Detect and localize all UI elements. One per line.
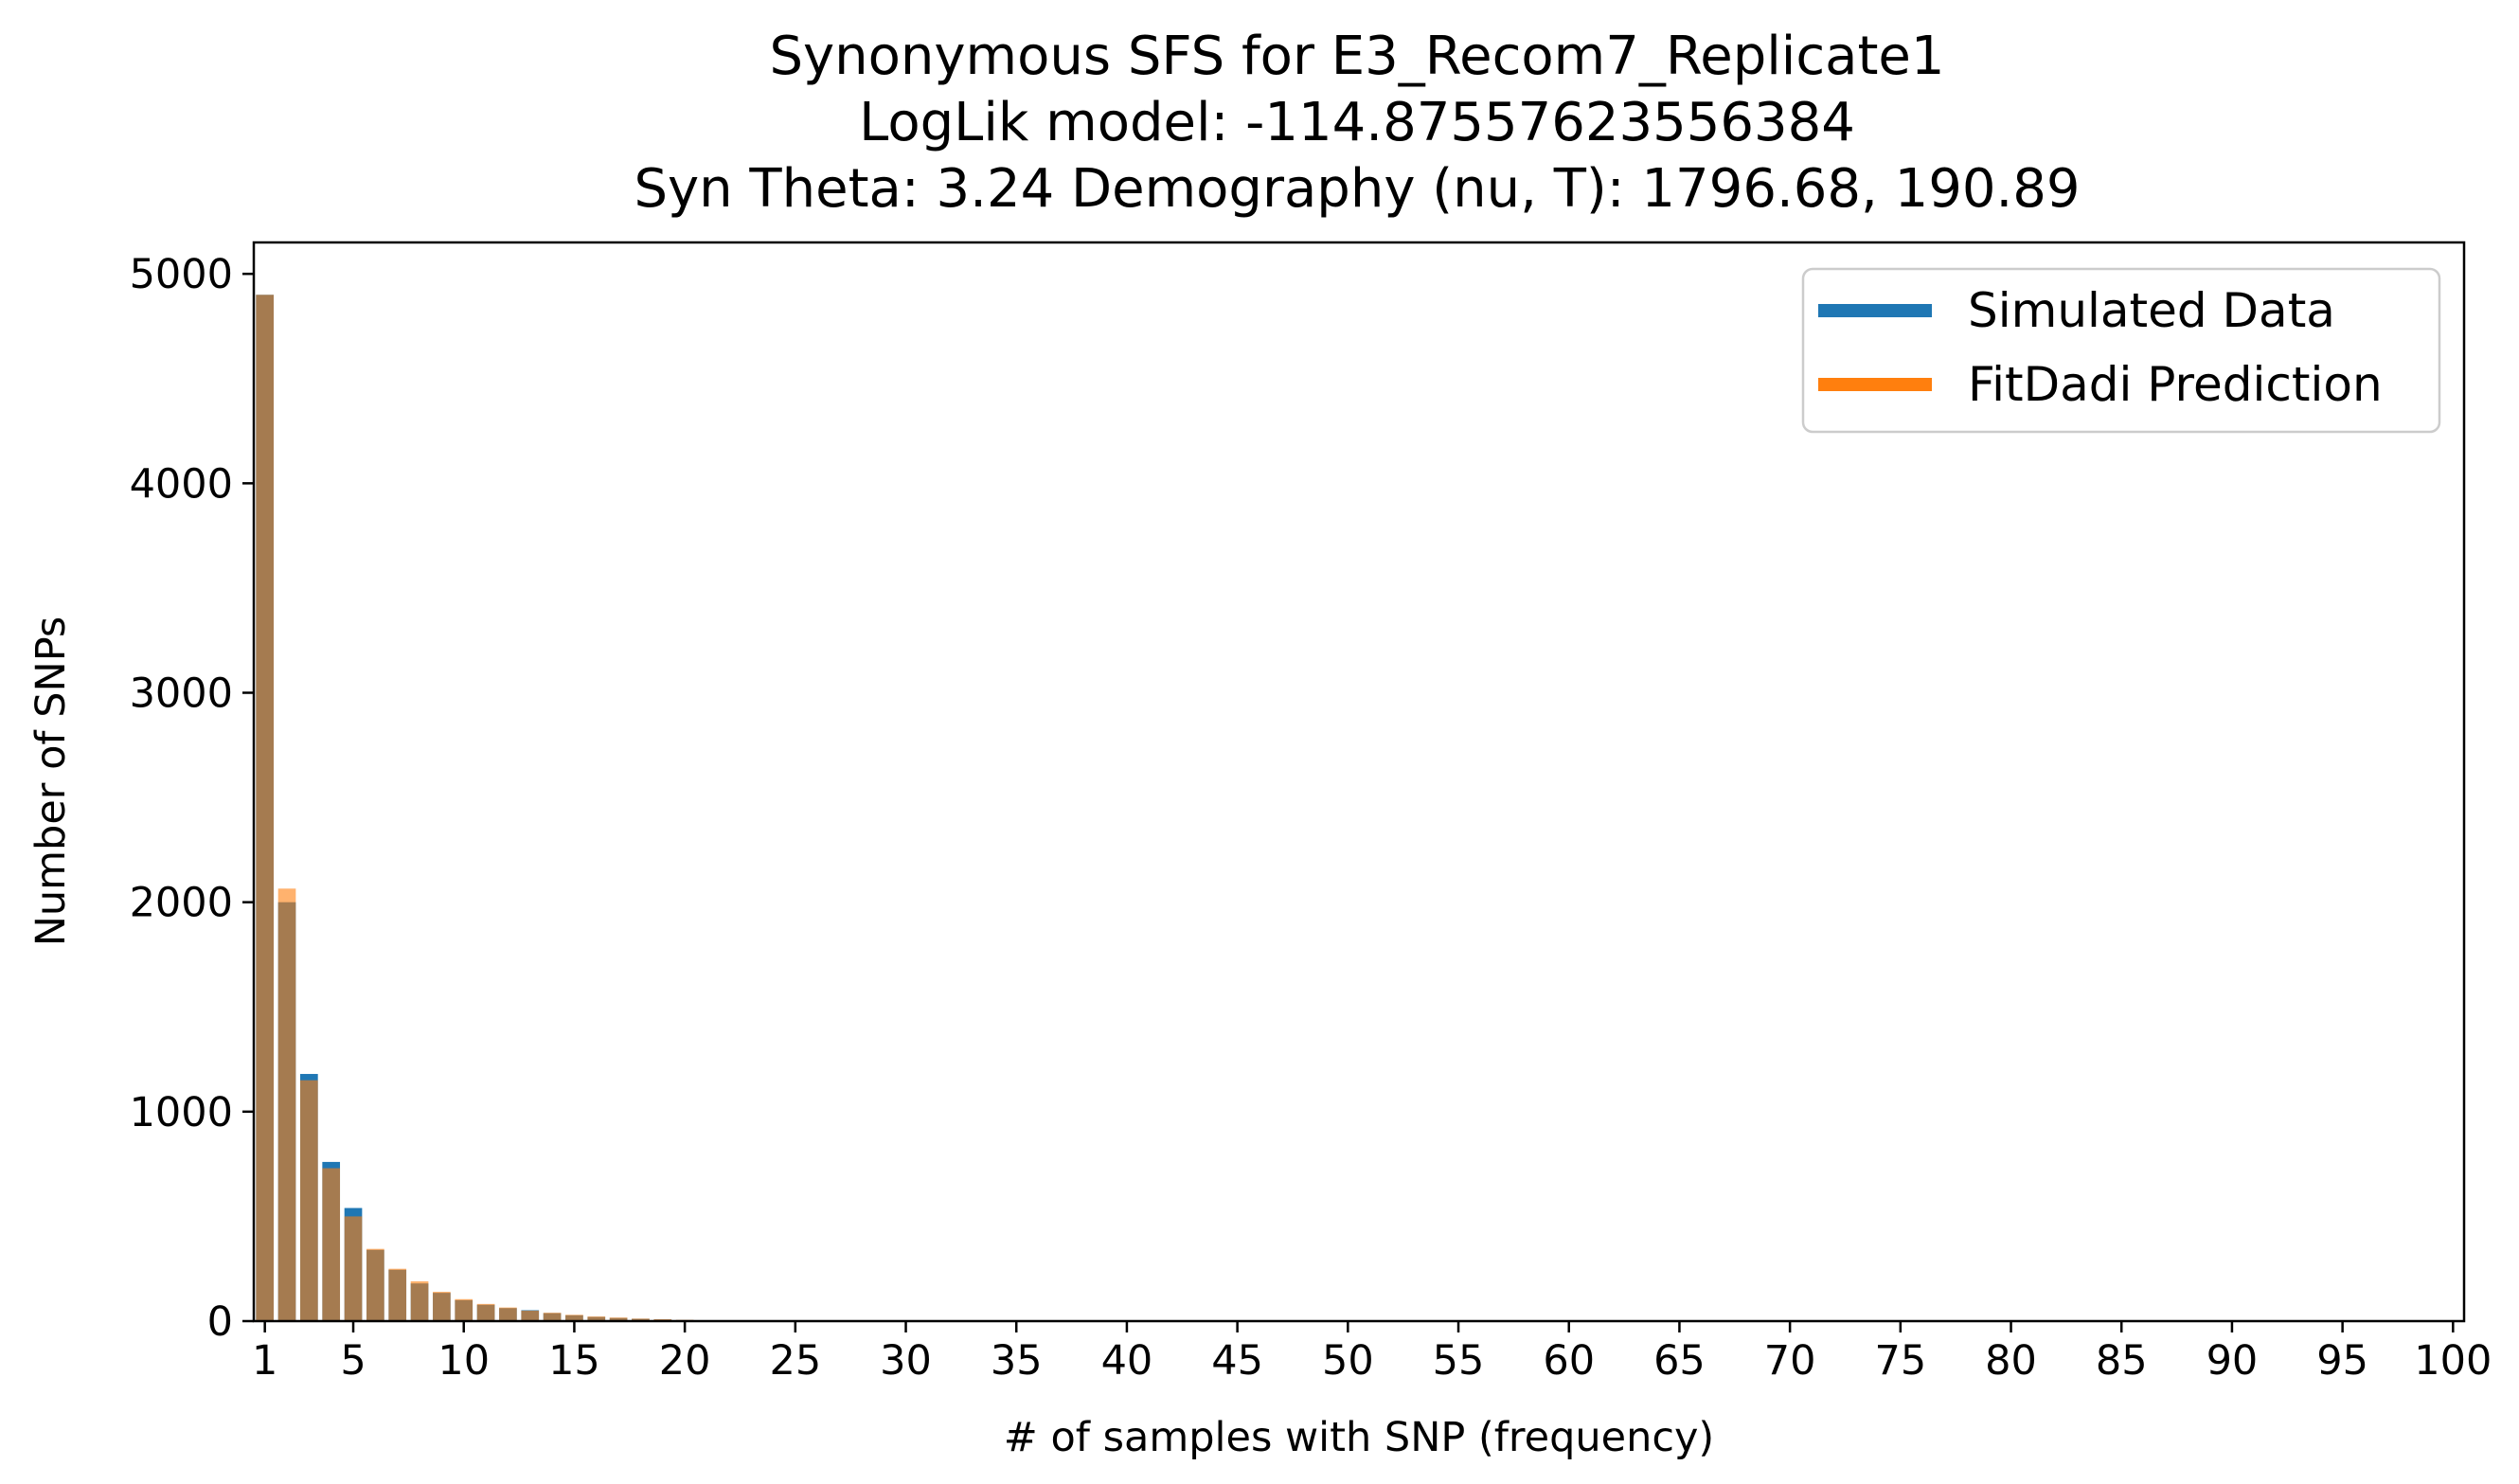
y-tick-label: 2000 [130, 880, 233, 927]
fitdadi-prediction-bar [587, 1316, 606, 1321]
x-axis: 1 5 10 15 20 25 30 35 40 45 50 55 60 65 70 75 80 85 90 95 10… [252, 1321, 2492, 1385]
x-tick-label: 5 [340, 1337, 366, 1385]
x-axis-label: # of samples with SNP (frequency) [1004, 1414, 1714, 1461]
y-tick-label: 5000 [130, 251, 233, 298]
fitdadi-prediction-bar [388, 1268, 407, 1321]
x-tick-label: 70 [1764, 1337, 1816, 1385]
legend: Simulated Data FitDadi Prediction [1801, 267, 2441, 434]
y-axis-label: Number of SNPs [27, 617, 75, 947]
y-tick-label: 1000 [130, 1089, 233, 1136]
x-tick-label: 50 [1322, 1337, 1374, 1385]
legend-box [1801, 267, 2441, 434]
x-tick-label: 80 [1985, 1337, 2037, 1385]
x-tick-label: 30 [880, 1337, 932, 1385]
x-tick-label: 25 [769, 1337, 821, 1385]
x-tick-label: 85 [2096, 1337, 2148, 1385]
x-tick-label: 75 [1874, 1337, 1926, 1385]
x-tick-label: 1 [252, 1337, 277, 1385]
chart-title-line-2: LogLik model: -114.87557623556384 [859, 92, 1855, 153]
x-tick-label: 65 [1653, 1337, 1706, 1385]
chart-title-line-1: Synonymous SFS for E3_Recom7_Replicate1 [769, 26, 1944, 87]
fitdadi-prediction-bar [609, 1317, 628, 1321]
y-tick-label: 4000 [130, 460, 233, 508]
x-tick-label: 55 [1433, 1337, 1485, 1385]
x-tick-label: 45 [1211, 1337, 1263, 1385]
fitdadi-prediction-bar [476, 1303, 495, 1321]
x-tick-label: 10 [438, 1337, 490, 1385]
x-tick-label: 100 [2414, 1337, 2492, 1385]
fitdadi-prediction-bar [344, 1216, 363, 1321]
fitdadi-prediction-bar [565, 1314, 583, 1321]
legend-label-simulated-data: Simulated Data [1968, 283, 2335, 338]
fitdadi-prediction-bar [366, 1248, 384, 1321]
y-axis: 0 1000 2000 3000 4000 5000 [130, 251, 254, 1346]
fitdadi-prediction-bar [322, 1168, 341, 1321]
x-tick-label: 95 [2316, 1337, 2368, 1385]
chart-title-line-3: Syn Theta: 3.24 Demography (nu, T): 1796… [634, 158, 2080, 220]
x-tick-label: 40 [1101, 1337, 1153, 1385]
fitdadi-prediction-bar [543, 1313, 562, 1321]
fitdadi-prediction-bars [256, 295, 871, 1321]
x-tick-label: 35 [991, 1337, 1043, 1385]
x-tick-label: 20 [659, 1337, 711, 1385]
fitdadi-prediction-bar [410, 1280, 429, 1321]
fitdadi-prediction-bar [300, 1080, 318, 1321]
fitdadi-prediction-bar [632, 1318, 650, 1321]
fitdadi-prediction-bar [277, 888, 296, 1321]
fitdadi-prediction-bar [499, 1307, 517, 1321]
y-tick-label: 0 [207, 1298, 233, 1346]
fitdadi-prediction-bar [433, 1292, 451, 1321]
chart-title: Synonymous SFS for E3_Recom7_Replicate1 … [634, 26, 2080, 220]
plot-area-frame [252, 241, 2466, 1323]
legend-label-fitdadi-prediction: FitDadi Prediction [1968, 357, 2383, 412]
fitdadi-prediction-bar [521, 1310, 540, 1321]
x-tick-label: 15 [548, 1337, 600, 1385]
fitdadi-prediction-bar [455, 1298, 473, 1321]
x-tick-label: 90 [2206, 1337, 2259, 1385]
fitdadi-prediction-bar [256, 295, 275, 1321]
y-tick-label: 3000 [130, 670, 233, 718]
x-tick-label: 60 [1543, 1337, 1595, 1385]
simulated-data-bars [256, 295, 871, 1321]
